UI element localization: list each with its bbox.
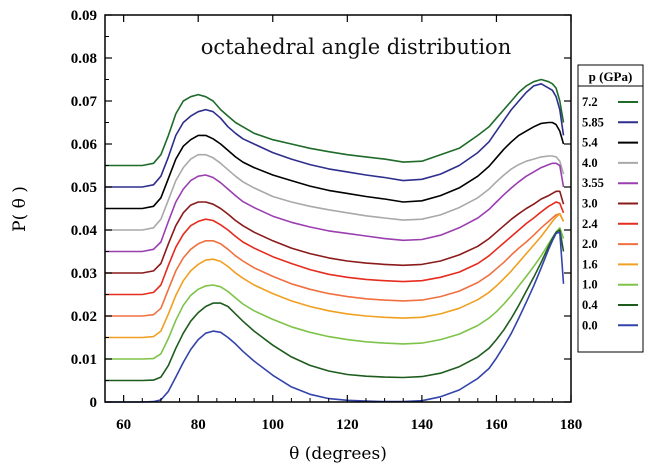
- series-line-0.4: [105, 229, 565, 382]
- x-tick-label: 180: [560, 417, 583, 433]
- y-tick-label: 0.02: [71, 309, 97, 325]
- series-line-3.55: [105, 162, 565, 253]
- series-line-2.0: [105, 212, 565, 317]
- plot-frame: [104, 14, 572, 403]
- series-layer: [105, 78, 565, 403]
- x-tick-label: 80: [191, 417, 206, 433]
- series-line-2.4: [105, 201, 565, 296]
- legend-label: 2.0: [582, 237, 598, 251]
- x-axis-label: θ (degrees): [289, 444, 387, 464]
- y-tick-label: 0.04: [71, 223, 98, 239]
- legend-label: 3.0: [582, 197, 598, 211]
- legend-label: 2.4: [582, 217, 598, 231]
- y-tick-label: 0.08: [71, 51, 97, 67]
- y-tick-label: 0.05: [71, 180, 97, 196]
- legend-label: 5.4: [582, 136, 598, 150]
- x-tick-label: 160: [485, 417, 508, 433]
- legend-label: 4.0: [582, 156, 598, 170]
- series-line-4.0: [105, 153, 565, 231]
- legend-label: 1.0: [582, 278, 598, 292]
- y-tick-label: 0.01: [71, 352, 97, 368]
- legend-label: 3.55: [582, 176, 604, 190]
- legend-label: 1.6: [582, 257, 598, 271]
- y-tick-label: 0.09: [71, 8, 97, 24]
- series-line-0.0: [105, 231, 565, 403]
- x-tick-label: 100: [262, 417, 285, 433]
- axis-layer: 60 80 100 120 140 160 180 0 0.01 0.02 0.03 0.04 0.05…: [71, 8, 583, 433]
- x-tick-label: 140: [411, 417, 434, 433]
- x-tick-label: 60: [116, 417, 131, 433]
- y-tick-label: 0.07: [71, 94, 98, 110]
- series-line-1.6: [105, 212, 565, 339]
- chart-title: octahedral angle distribution: [201, 35, 511, 59]
- legend-label: 7.2: [582, 95, 598, 109]
- y-tick-label: 0: [90, 395, 98, 411]
- y-tick-label: 0.06: [71, 137, 98, 153]
- x-tick-label: 120: [336, 417, 359, 433]
- legend-title: p (GPa): [589, 69, 633, 84]
- series-line-5.4: [105, 121, 565, 210]
- y-axis-label: P( θ ): [10, 186, 30, 232]
- series-line-5.85: [105, 83, 565, 188]
- series-line-7.2: [105, 78, 565, 167]
- y-tick-label: 0.03: [71, 266, 97, 282]
- legend: p (GPa) 7.2 5.85 5.4 4.0 3.55 3.0 2.4 2.0 1.6 1.0…: [577, 64, 644, 353]
- legend-label: 0.0: [582, 318, 598, 332]
- series-line-3.0: [105, 190, 565, 274]
- legend-label: 0.4: [582, 298, 598, 312]
- series-line-1.0: [105, 227, 565, 360]
- legend-label: 5.85: [582, 115, 604, 129]
